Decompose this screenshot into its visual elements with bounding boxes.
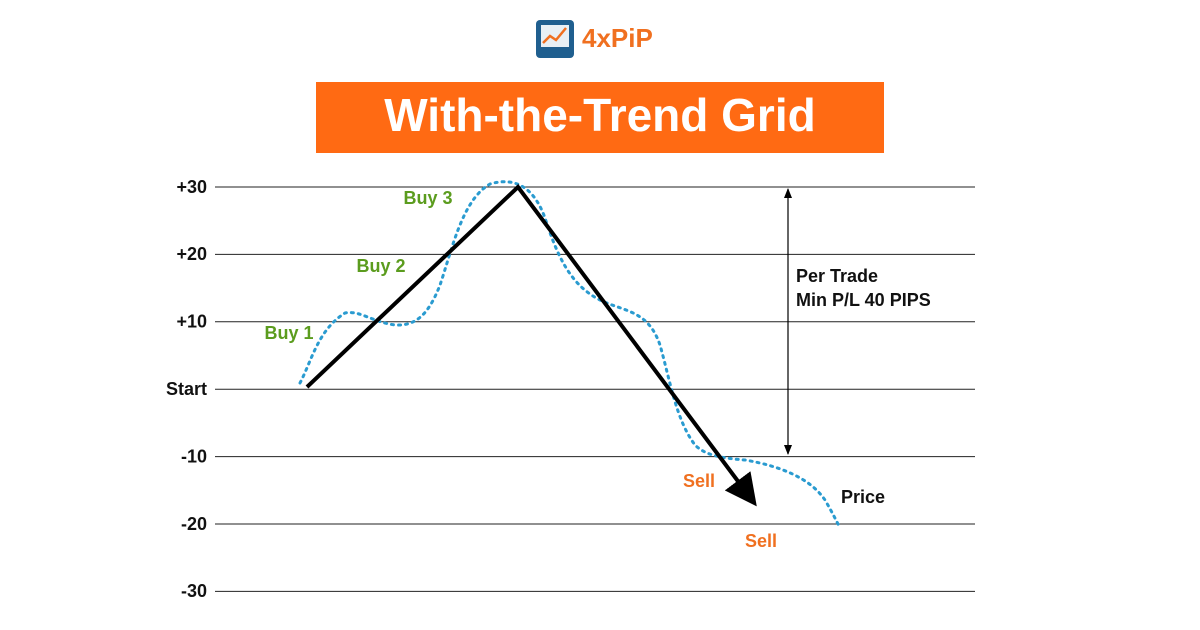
range-note: Per Trade	[796, 266, 878, 286]
level-label: -10	[181, 446, 207, 466]
grid: +30 +20 +10 Start -10 -20 -30	[166, 177, 975, 601]
sell-label: Sell	[683, 471, 715, 491]
title-banner	[316, 82, 884, 153]
logo: 4xPiP	[536, 20, 653, 58]
level-label: +30	[176, 177, 207, 197]
trend-line	[305, 184, 757, 507]
logo-text: 4xPiP	[582, 23, 653, 53]
logo-screen	[541, 25, 569, 47]
price-curve	[298, 180, 842, 530]
buy-label: Buy 3	[403, 188, 452, 208]
title: With-the-Trend Grid	[384, 89, 815, 141]
logo-line	[542, 27, 567, 44]
level-label: +10	[176, 312, 207, 332]
level-label: -20	[181, 514, 207, 534]
level-label: Start	[166, 379, 207, 399]
buy-label: Buy 1	[264, 323, 313, 343]
price-label: Price	[841, 487, 885, 507]
sell-label: Sell	[745, 531, 777, 551]
buy-label: Buy 2	[356, 256, 405, 276]
level-label: -30	[181, 581, 207, 601]
range-note: Min P/L 40 PIPS	[796, 290, 931, 310]
level-label: +20	[176, 244, 207, 264]
